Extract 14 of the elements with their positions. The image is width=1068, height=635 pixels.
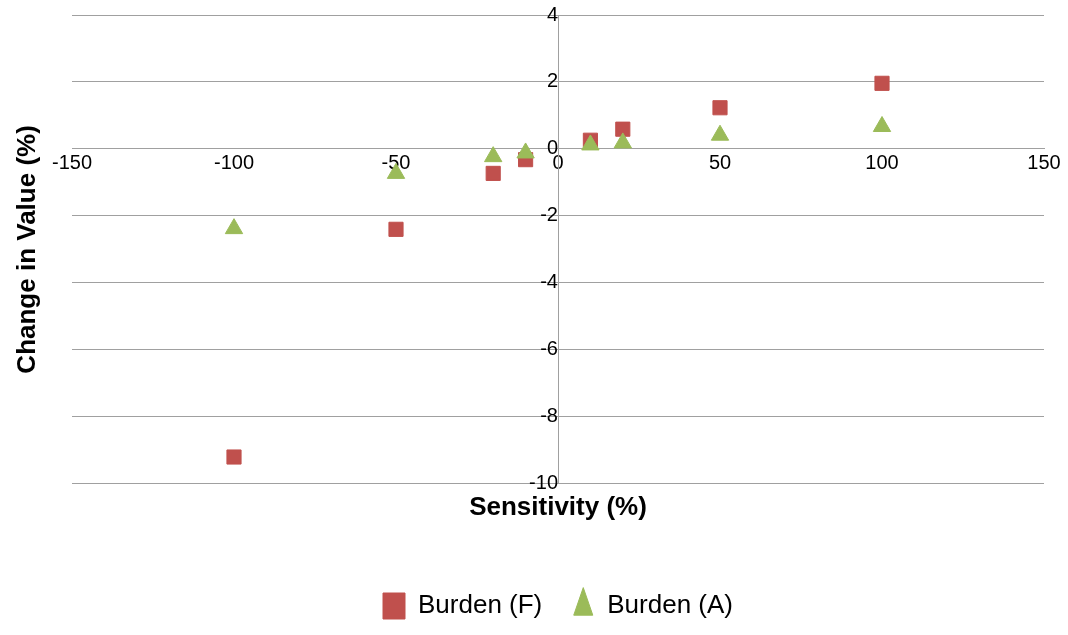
y-tick-label: -2 bbox=[540, 203, 558, 226]
y-tick-label: -6 bbox=[540, 337, 558, 360]
x-tick-label: -100 bbox=[213, 151, 255, 174]
x-tick-label: -150 bbox=[51, 151, 93, 174]
y-tick-label: 2 bbox=[546, 69, 558, 92]
y-tick-label: 4 bbox=[546, 2, 558, 25]
y-axis-title: Change in Value (%) bbox=[11, 125, 42, 374]
legend-label: Burden (A) bbox=[607, 589, 733, 620]
y-tick-label: -8 bbox=[540, 404, 558, 427]
y-tick-label: -4 bbox=[540, 270, 558, 293]
x-tick-label: 100 bbox=[865, 151, 899, 174]
legend-label: Burden (F) bbox=[418, 589, 543, 620]
x-tick-label: 50 bbox=[708, 151, 732, 174]
x-tick-label: 150 bbox=[1027, 151, 1061, 174]
